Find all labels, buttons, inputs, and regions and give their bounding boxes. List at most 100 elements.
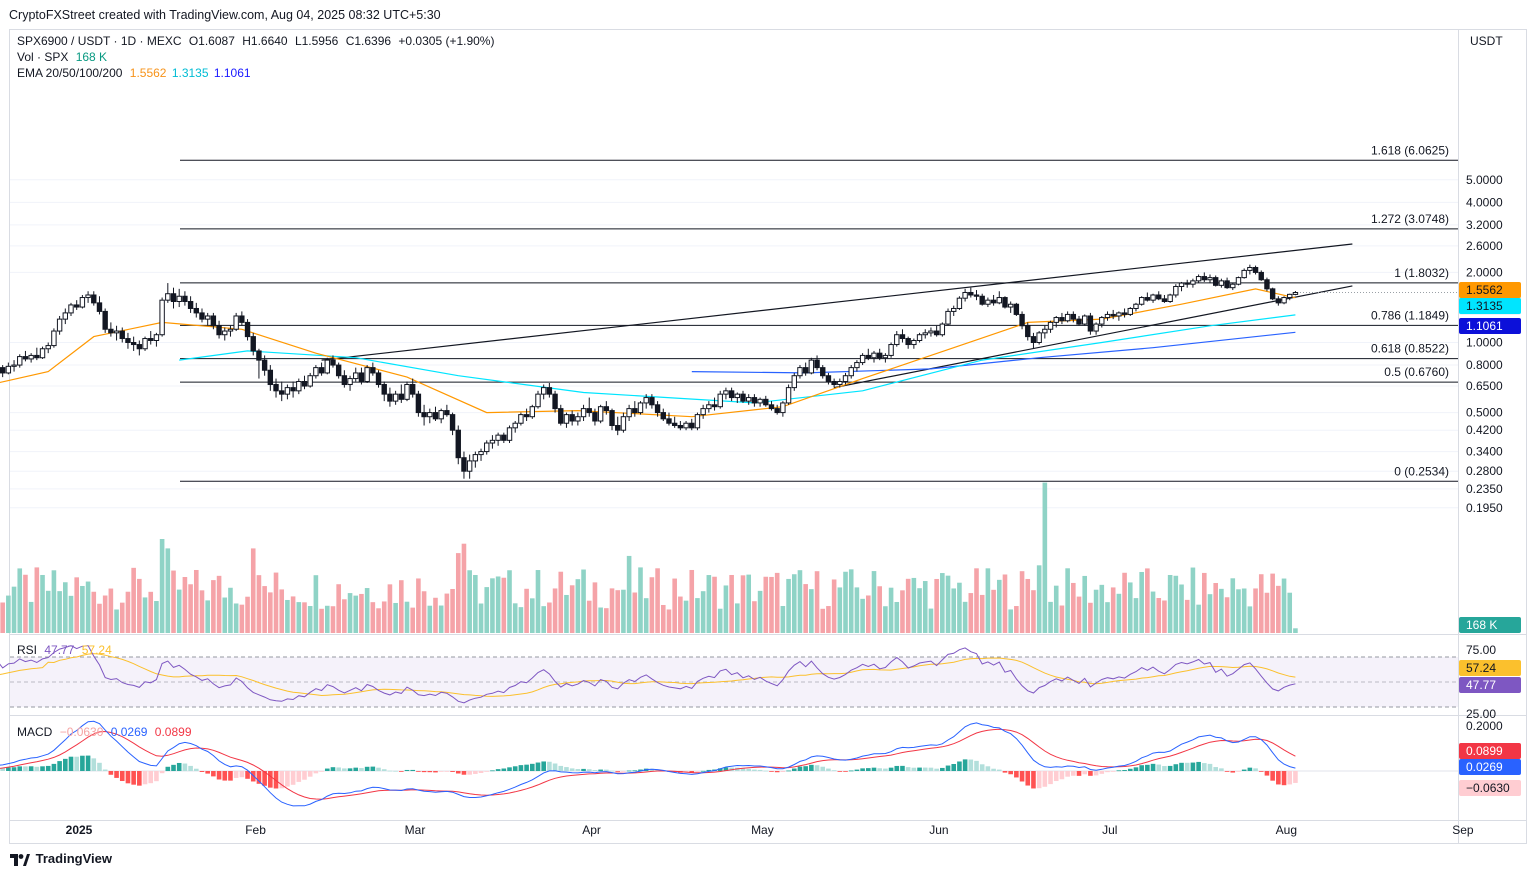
candle-body [1252,266,1259,273]
candle [1150,293,1156,303]
volume-bar [729,574,734,633]
candle [854,360,860,372]
volume-bar [125,591,131,633]
volume-bar [1207,594,1213,633]
macd-histogram-bar [421,771,427,773]
volume-bar [922,581,928,633]
candle [928,327,934,337]
candle [1167,293,1173,303]
macd-histogram-bar [131,771,136,785]
candle [39,346,46,359]
macd-histogram-bar [843,771,848,772]
candle-body [831,380,837,386]
macd-histogram-bar [228,771,233,781]
macd-histogram-bar [410,769,415,771]
macd-label[interactable]: MACD [17,725,53,739]
candle [1133,302,1139,312]
macd-histogram-bar [108,771,114,775]
macd-histogram-bar [467,771,472,775]
volume-bar [1202,572,1207,633]
macd-histogram-bar [780,771,786,773]
volume-bar [438,605,444,633]
volume-bar [740,575,746,633]
volume-label[interactable]: Vol · SPX [17,50,69,64]
candle [119,327,125,343]
macd-histogram-bar [695,771,700,772]
macd-histogram-bar [1110,771,1116,772]
candle-body [575,416,581,422]
volume-bar [490,578,495,633]
candle [136,340,143,356]
tradingview-footer[interactable]: TradingView [10,851,112,866]
candle [626,404,632,422]
candle-body [746,397,752,402]
candle-body [301,380,308,387]
candle-body [1230,283,1236,289]
volume-bar [393,602,398,633]
macd-histogram-bar [689,771,695,773]
candle [876,348,883,361]
candle [1287,293,1293,301]
candle-body [1167,294,1173,303]
volume-bar [342,599,347,633]
macd-histogram-bar [376,767,381,771]
candle [546,382,553,398]
volume-bar [199,590,205,633]
candle [518,412,524,426]
macd-histogram-bar [1150,763,1156,771]
ema100-tag: 1.1061 [1466,319,1503,333]
ema-label[interactable]: EMA 20/50/100/200 [17,66,123,80]
candle-body [1007,303,1014,308]
symbol-name[interactable]: SPX6900 / USDT · 1D · MEXC [17,34,182,48]
volume-bar [416,578,421,633]
ema50-tag: 1.3135 [1466,299,1503,313]
candle [438,408,444,424]
volume-bar [683,600,689,633]
candle [677,421,684,431]
candle [1002,296,1008,309]
candle-body [911,339,917,346]
macd-signal-value: 0.0899 [154,725,192,739]
macd-histogram-bar [1105,771,1110,773]
volume-bar [171,570,176,633]
macd-histogram-bar [1230,771,1236,773]
candle-body [1099,317,1105,325]
macd-hist-value: −0.0630 [59,725,104,739]
macd-histogram-bar [1264,771,1270,776]
macd-histogram-bar [68,756,74,771]
candle [375,370,382,388]
candle-body [45,345,51,350]
volume-bar [717,608,723,633]
macd-histogram-bar [1162,766,1167,771]
candle [535,390,541,409]
candle-body [768,404,775,410]
candle-body [273,384,279,392]
macd-histogram-bar [518,765,524,771]
currency-label[interactable]: USDT [1470,34,1503,48]
rsi-label[interactable]: RSI [17,643,38,657]
candle-body [136,344,143,350]
candle [1082,314,1088,326]
macd-histogram-bar [552,763,558,771]
volume-bar [996,579,1002,633]
candle [1127,307,1133,316]
candle [461,451,467,479]
candle [233,312,239,332]
macd-histogram-bar [809,764,814,771]
volume-bar [45,590,51,633]
volume-bar [1082,575,1088,633]
chart-frame [9,29,1527,844]
tradingview-logo-icon [10,853,30,866]
candle [381,381,387,402]
volume-bar [604,608,609,633]
volume-bar [102,595,108,633]
price-tick-label: 0.3400 [1466,445,1503,459]
macd-histogram-bar [438,771,444,772]
macd-histogram-bar [917,767,922,771]
candle [899,329,906,343]
macd-histogram-bar [632,770,638,772]
macd-line-value: 0.0269 [110,725,148,739]
candle-body [119,330,125,340]
candle [330,355,336,368]
